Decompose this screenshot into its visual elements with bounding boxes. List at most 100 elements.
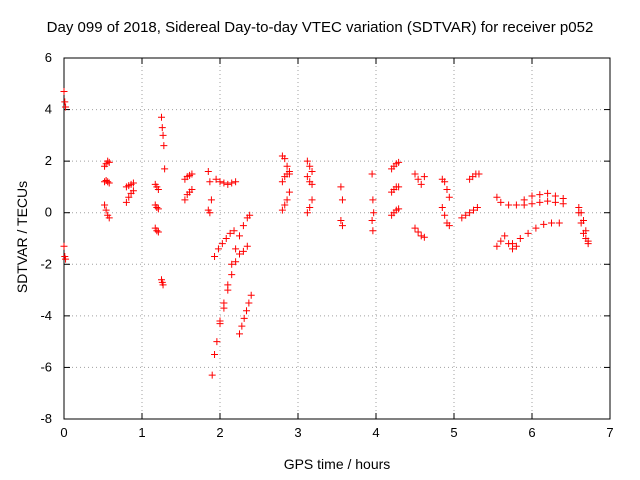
data-point-marker (214, 245, 222, 253)
y-tick-label: 4 (45, 102, 52, 117)
data-point-marker (395, 183, 403, 191)
data-point-marker (206, 209, 214, 217)
series-arc-af (388, 158, 403, 173)
data-point-marker (338, 222, 346, 230)
data-point-marker (188, 186, 196, 194)
data-point-marker (159, 281, 167, 289)
data-point-marker (414, 175, 422, 183)
data-point-marker (283, 162, 291, 170)
data-point-marker (528, 200, 536, 208)
plot-frame (63, 57, 611, 420)
data-point-marker (493, 242, 501, 250)
data-point-marker (129, 187, 137, 195)
data-point-marker (369, 227, 377, 235)
data-point-marker (220, 304, 228, 312)
series-arc-t (216, 242, 251, 328)
x-tick-label: 3 (294, 425, 301, 440)
data-point-marker (228, 260, 236, 268)
data-point-marker (238, 322, 246, 330)
data-point-marker (211, 253, 219, 261)
series-arc-n (181, 186, 196, 204)
x-tick-label: 1 (138, 425, 145, 440)
data-point-marker (129, 179, 137, 187)
data-point-marker (181, 196, 189, 204)
data-point-marker (154, 205, 162, 213)
data-point-marker (417, 180, 425, 188)
data-point-marker (207, 196, 215, 204)
data-point-marker (306, 204, 314, 212)
x-tick-label: 5 (450, 425, 457, 440)
data-point-marker (228, 179, 236, 187)
series-arc-d (101, 176, 113, 187)
y-axis-label: SDTVAR / TECUs (14, 180, 30, 294)
data-point-marker (368, 170, 376, 178)
data-point-marker (540, 220, 548, 228)
x-tick-label: 2 (216, 425, 223, 440)
data-point-marker (236, 232, 243, 240)
data-points (60, 88, 592, 379)
data-point-marker (158, 113, 165, 121)
data-point-marker (102, 206, 110, 214)
data-point-marker (211, 351, 219, 359)
series-arc-ai (411, 170, 428, 188)
data-point-marker (512, 242, 520, 250)
data-point-marker (154, 228, 162, 236)
data-point-marker (443, 186, 451, 194)
data-point-marker (283, 196, 291, 204)
data-point-marker (232, 178, 240, 186)
series-arc-r (208, 211, 254, 379)
data-point-marker (61, 98, 69, 106)
series-arc-al (438, 204, 453, 230)
data-point-marker (308, 196, 316, 204)
x-tick-label: 0 (60, 425, 67, 440)
data-point-marker (125, 193, 133, 201)
data-point-marker (441, 211, 449, 219)
data-point-marker (104, 157, 112, 165)
x-tick-label: 7 (606, 425, 613, 440)
data-point-marker (536, 198, 544, 206)
data-point-marker (239, 247, 247, 255)
data-point-marker (501, 232, 509, 240)
data-point-marker (160, 142, 168, 150)
data-point-marker (60, 88, 68, 96)
data-point-marker (411, 170, 419, 178)
data-point-marker (122, 198, 130, 206)
data-point-marker (246, 211, 254, 219)
series-arc-ae (368, 216, 377, 235)
data-point-marker (575, 209, 583, 217)
y-tick-label: -6 (40, 359, 52, 374)
data-point-marker (532, 224, 540, 232)
series-arc-c (101, 157, 113, 170)
series-arc-ah (388, 205, 403, 219)
series-arc-i (151, 201, 162, 213)
series-arc-f (122, 179, 137, 191)
data-point-marker (213, 338, 221, 346)
data-point-marker (579, 229, 587, 237)
data-point-marker (105, 214, 113, 222)
data-point-marker (584, 240, 592, 248)
y-tick-label: -2 (40, 256, 52, 271)
data-point-marker (243, 307, 251, 315)
data-point-marker (445, 222, 453, 230)
y-tick-label: -4 (40, 308, 52, 323)
data-point-marker (153, 227, 161, 235)
data-point-marker (577, 219, 585, 227)
series-arc-ag (388, 183, 403, 196)
data-point-marker (220, 179, 228, 187)
data-point-marker (509, 240, 516, 248)
series-arc-l (158, 276, 167, 289)
data-point-marker (206, 178, 214, 186)
data-point-marker (226, 229, 234, 237)
data-point-marker (281, 155, 289, 163)
data-point-marker (559, 195, 567, 203)
data-point-marker (247, 291, 255, 299)
series-arc-ap (520, 189, 567, 204)
chart-title: Day 099 of 2018, Sidereal Day-to-day VTE… (46, 19, 594, 36)
data-point-marker (208, 371, 216, 379)
series-arc-e (101, 201, 113, 222)
data-point-marker (218, 240, 226, 248)
series-arc-ar (509, 219, 563, 248)
data-point-marker (411, 224, 419, 232)
series-arc-a (60, 88, 70, 111)
data-point-marker (516, 235, 524, 242)
